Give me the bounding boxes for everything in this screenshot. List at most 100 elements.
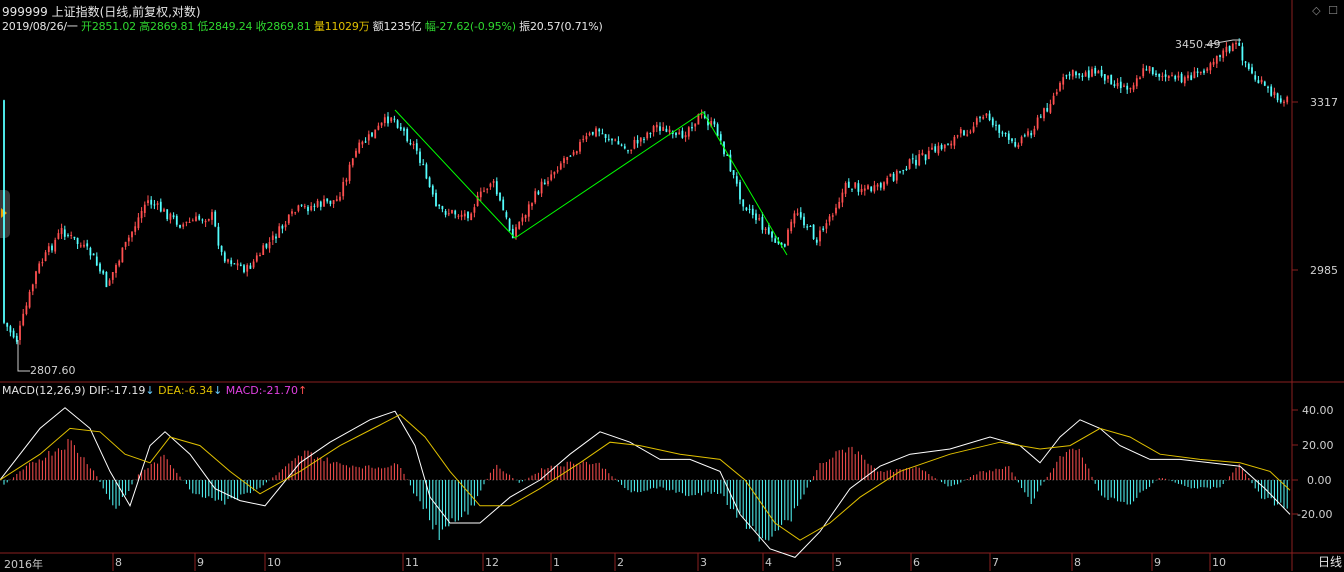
candlestick-series: [3, 38, 1289, 345]
candle-body: [687, 127, 690, 137]
candle-body: [124, 241, 127, 247]
candle-body: [1270, 86, 1273, 96]
candle-body: [1107, 75, 1109, 79]
candle-body: [307, 206, 309, 212]
candle-body: [655, 124, 658, 128]
candle-body: [492, 181, 495, 183]
candle-body: [633, 140, 636, 149]
candle-body: [310, 206, 313, 211]
candle-body: [89, 247, 92, 256]
candle-body: [278, 226, 281, 238]
candle-body: [1023, 135, 1026, 137]
candle-body: [895, 170, 898, 181]
candle-body: [1238, 42, 1241, 46]
candle-body: [550, 174, 553, 180]
candle-body: [835, 207, 837, 214]
maximize-icon[interactable]: ☐: [1328, 4, 1338, 17]
candle-body: [668, 129, 671, 133]
candle-body: [591, 131, 594, 135]
vol-value: 11029万: [324, 20, 370, 33]
candle-body: [143, 204, 146, 213]
candle-body: [1251, 67, 1253, 74]
candle-body: [627, 150, 629, 152]
candle-body: [799, 212, 802, 218]
candle-body: [483, 190, 485, 192]
candle-body: [620, 144, 623, 146]
candle-body: [735, 176, 738, 184]
macd-arrow-icon: ↑: [297, 384, 308, 397]
candle-body: [1049, 104, 1052, 113]
candle-body: [86, 243, 89, 247]
candle-body: [790, 221, 793, 232]
zigzag-line: [394, 109, 788, 256]
candle-body: [1286, 96, 1289, 103]
dif-label: DIF:: [89, 384, 110, 397]
candle-body: [556, 170, 559, 172]
candle-body: [444, 211, 447, 215]
macd-value: -21.70: [262, 384, 298, 397]
candle-body: [297, 205, 300, 211]
candle-body: [771, 231, 773, 238]
high-value: 2869.81: [150, 20, 195, 33]
candle-body: [761, 216, 764, 230]
candle-body: [332, 200, 335, 204]
candle-body: [659, 126, 661, 131]
candle-body: [547, 181, 549, 185]
candle-body: [499, 192, 501, 201]
candle-body: [115, 265, 117, 273]
candle-body: [870, 186, 873, 192]
candle-body: [111, 272, 114, 280]
candle-body: [1014, 142, 1017, 147]
candle-body: [793, 213, 796, 224]
candle-body: [230, 260, 233, 264]
candle-body: [531, 203, 533, 207]
candle-body: [1148, 66, 1151, 72]
candle-body: [534, 191, 537, 203]
candle-body: [419, 151, 421, 163]
candle-body: [815, 239, 818, 243]
candle-body: [1059, 82, 1061, 91]
candle-body: [588, 133, 591, 135]
candle-body: [681, 130, 684, 138]
period-tab[interactable]: 日线: [1317, 555, 1342, 569]
candle-body: [1167, 75, 1170, 78]
candle-body: [319, 201, 322, 207]
candle-body: [188, 222, 191, 223]
candle-body: [828, 216, 831, 222]
candle-body: [156, 203, 159, 205]
window-controls[interactable]: ◇ ☐: [1312, 4, 1338, 17]
high-label: 高: [139, 20, 151, 33]
candle-body: [854, 182, 857, 188]
candle-body: [911, 158, 914, 160]
candle-body: [409, 143, 412, 145]
candle-body: [745, 207, 748, 210]
candle-body: [182, 224, 185, 227]
candle-body: [607, 138, 610, 140]
candle-body: [364, 141, 367, 143]
candle-body: [1084, 72, 1087, 77]
restore-icon[interactable]: ◇: [1312, 4, 1321, 17]
dea-line: [0, 413, 1291, 541]
candle-body: [1276, 93, 1279, 101]
candle-body: [399, 127, 402, 130]
candle-body: [1081, 75, 1084, 77]
candle-body: [1027, 131, 1029, 136]
high-annotation: 3450.49: [1175, 38, 1221, 51]
candle-body: [716, 124, 719, 137]
candle-body: [1046, 108, 1049, 112]
high-pointer: [1204, 39, 1241, 46]
candle-body: [1071, 70, 1074, 77]
candle-body: [6, 322, 9, 327]
amt-value: 1235亿: [383, 20, 422, 33]
candle-body: [12, 330, 15, 338]
candle-body: [700, 113, 703, 116]
time-axis-label: 1: [553, 556, 560, 569]
dif-value: -17.19: [109, 384, 146, 397]
candle-body: [166, 209, 169, 220]
candle-body: [412, 144, 415, 146]
time-axis-label: 6: [913, 556, 920, 569]
candle-body: [428, 177, 431, 187]
price-label-high: 3317: [1310, 96, 1338, 109]
candle-body: [537, 191, 540, 195]
